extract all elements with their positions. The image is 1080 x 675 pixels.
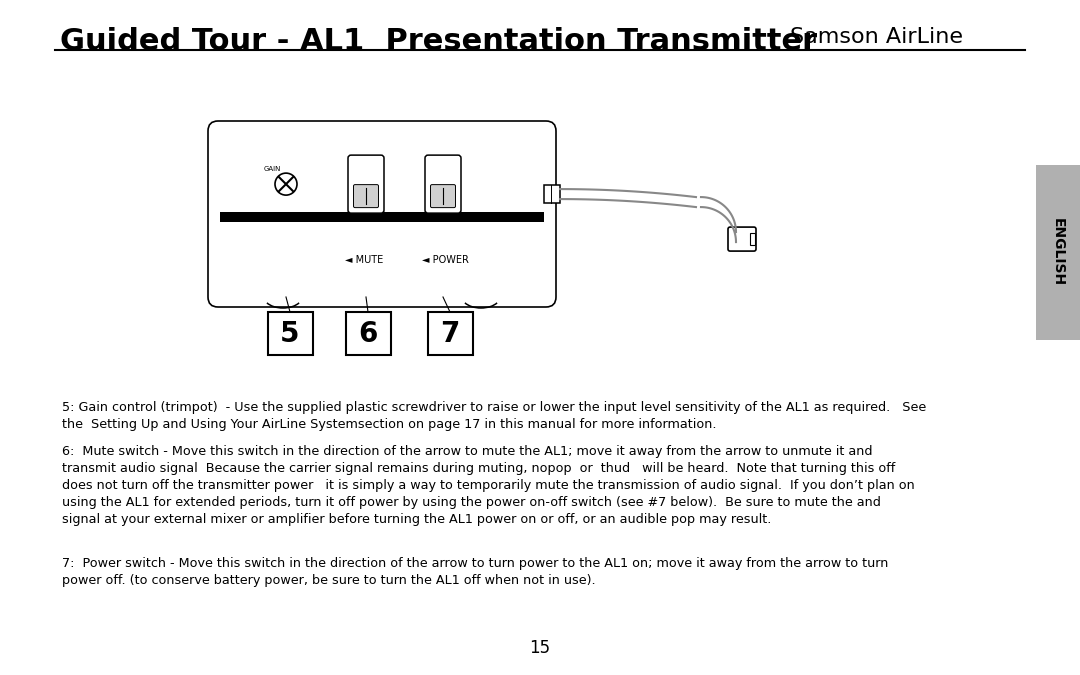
Text: ◄ POWER: ◄ POWER <box>421 255 469 265</box>
FancyBboxPatch shape <box>353 185 378 208</box>
Text: 6: 6 <box>359 319 378 348</box>
Text: GAIN: GAIN <box>264 166 281 172</box>
Text: ENGLISH: ENGLISH <box>1051 219 1065 287</box>
Bar <box>268 312 312 355</box>
Text: 5: 5 <box>280 319 300 348</box>
Bar <box>428 312 473 355</box>
FancyBboxPatch shape <box>426 155 461 213</box>
FancyBboxPatch shape <box>728 227 756 251</box>
Text: ◄ MUTE: ◄ MUTE <box>345 255 383 265</box>
Bar <box>750 233 755 245</box>
FancyBboxPatch shape <box>431 185 456 208</box>
Text: 15: 15 <box>529 639 551 657</box>
FancyBboxPatch shape <box>208 121 556 307</box>
Text: 7:  Power switch - Move this switch in the direction of the arrow to turn power : 7: Power switch - Move this switch in th… <box>62 557 889 587</box>
Bar <box>346 312 391 355</box>
Text: 7: 7 <box>441 319 460 348</box>
Text: Samson AirLine: Samson AirLine <box>789 27 963 47</box>
Bar <box>544 185 561 203</box>
Bar <box>1036 165 1080 340</box>
FancyBboxPatch shape <box>348 155 384 213</box>
Text: Guided Tour - AL1  Presentation Transmitter: Guided Tour - AL1 Presentation Transmitt… <box>60 27 818 56</box>
Text: 6:  Mute switch - Move this switch in the direction of the arrow to mute the AL1: 6: Mute switch - Move this switch in the… <box>62 445 915 526</box>
Text: 5: Gain control (trimpot)  - Use the supplied plastic screwdriver to raise or lo: 5: Gain control (trimpot) - Use the supp… <box>62 401 927 431</box>
Bar <box>220 213 544 222</box>
